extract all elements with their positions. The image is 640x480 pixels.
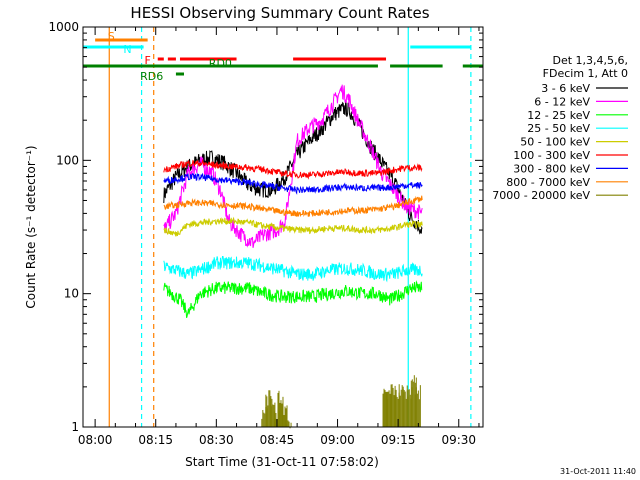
series-100-300-kev — [163, 158, 423, 180]
series-lines — [163, 84, 423, 429]
x-tick-label-1: 08:15 — [138, 433, 173, 447]
legend-label-25-50-kev: 25 - 50 keV — [527, 122, 590, 135]
y-tick-label-3: 1000 — [48, 20, 79, 34]
legend-label-100-300-kev: 100 - 300 keV — [513, 149, 590, 162]
x-tick-label-0: 08:00 — [78, 433, 113, 447]
flag-label-n: N — [123, 43, 131, 56]
legend-label-7000-20000-kev: 7000 - 20000 keV — [492, 189, 590, 202]
legend-label-12-25-kev: 12 - 25 keV — [527, 109, 590, 122]
footer-timestamp: 31-Oct-2011 11:40 — [560, 467, 636, 476]
chart-title: HESSI Observing Summary Count Rates — [130, 4, 429, 22]
x-axis-label: Start Time (31-Oct-11 07:58:02) — [185, 455, 379, 469]
flag-label-f: F — [144, 54, 150, 67]
legend: Det 1,3,4,5,6, FDecim 1, Att 0 3 - 6 keV… — [492, 54, 628, 202]
y-axis-label: Count Rate (s⁻¹ detector⁻¹) — [24, 145, 38, 308]
series-800-7000-kev — [163, 195, 423, 218]
x-tick-label-5: 09:15 — [381, 433, 416, 447]
series-12-25-kev — [163, 280, 423, 319]
flag-label-rd6: RD6 — [140, 70, 163, 83]
legend-header-line-2: FDecim 1, Att 0 — [543, 67, 628, 80]
legend-label-6-12-kev: 6 - 12 keV — [534, 95, 590, 108]
flag-label-s: S — [108, 30, 115, 43]
plot-frame — [82, 26, 484, 428]
series-300-800-kev — [163, 172, 423, 195]
x-tick-label-4: 09:00 — [320, 433, 355, 447]
legend-label-3-6-kev: 3 - 6 keV — [541, 82, 590, 95]
series-25-50-kev — [163, 256, 423, 283]
legend-header-line-1: Det 1,3,4,5,6, — [552, 54, 628, 67]
x-tick-label-3: 08:45 — [260, 433, 295, 447]
axes: 08:00 08:15 08:30 08:45 09:00 09:15 09:30 1 10 10… — [48, 20, 483, 447]
series-50-100-kev — [163, 216, 423, 237]
y-tick-label-1: 10 — [64, 287, 79, 301]
attenuator-flags: SNF RD0 RD6 — [83, 30, 483, 83]
y-tick-label-0: 1 — [71, 420, 79, 434]
legend-label-50-100-kev: 50 - 100 keV — [520, 136, 590, 149]
series-3-6-kev — [163, 100, 423, 235]
x-tick-label-2: 08:30 — [199, 433, 234, 447]
legend-label-800-7000-kev: 800 - 7000 keV — [506, 176, 590, 189]
series-7000-20000-kev — [261, 375, 421, 429]
x-tick-label-6: 09:30 — [441, 433, 476, 447]
y-tick-label-2: 100 — [56, 153, 79, 167]
flag-label-rd0: RD0 — [209, 57, 232, 70]
legend-label-300-800-kev: 300 - 800 keV — [513, 162, 590, 175]
